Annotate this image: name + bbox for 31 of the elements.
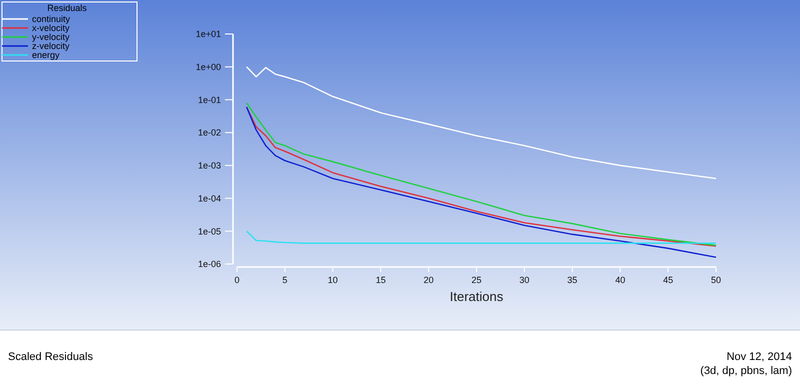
y-tick-label: 1e-04 bbox=[198, 193, 221, 204]
y-tick-label: 1e-01 bbox=[198, 94, 221, 105]
x-tick-label: 30 bbox=[519, 275, 530, 285]
legend-label: continuity bbox=[32, 14, 71, 24]
x-axis-title: Iterations bbox=[450, 289, 504, 304]
x-tick-label: 0 bbox=[234, 275, 240, 285]
x-tick-label: 15 bbox=[376, 275, 386, 285]
line-series bbox=[246, 66, 717, 180]
x-tick-label: 50 bbox=[710, 275, 722, 285]
legend-label: x-velocity bbox=[32, 23, 70, 33]
legend-label: z-velocity bbox=[32, 41, 70, 51]
y-tick-label: 1e-03 bbox=[198, 160, 221, 171]
line-series bbox=[246, 230, 717, 244]
x-tick-label: 40 bbox=[615, 275, 626, 285]
y-tick-label: 1e-05 bbox=[198, 226, 221, 236]
y-tick-label: 1e+01 bbox=[196, 29, 221, 40]
x-tick-label: 45 bbox=[663, 275, 674, 285]
legend-title: Residuals bbox=[47, 3, 88, 13]
legend-label: y-velocity bbox=[32, 32, 70, 42]
x-tick-label: 5 bbox=[282, 275, 288, 285]
x-tick-label: 20 bbox=[424, 275, 434, 285]
x-tick-label: 25 bbox=[471, 275, 482, 285]
text: Scaled Residuals bbox=[8, 351, 94, 363]
x-tick-label: 10 bbox=[328, 275, 338, 285]
y-tick-label: 1e-06 bbox=[198, 259, 221, 270]
y-tick-label: 1e+00 bbox=[196, 62, 221, 72]
text: Nov 12, 2014 bbox=[726, 351, 792, 363]
legend-label: energy bbox=[32, 50, 60, 60]
y-tick-label: 1e-02 bbox=[198, 128, 221, 138]
x-tick-label: 35 bbox=[567, 275, 578, 285]
text: (3d, dp, pbns, lam) bbox=[700, 365, 792, 377]
